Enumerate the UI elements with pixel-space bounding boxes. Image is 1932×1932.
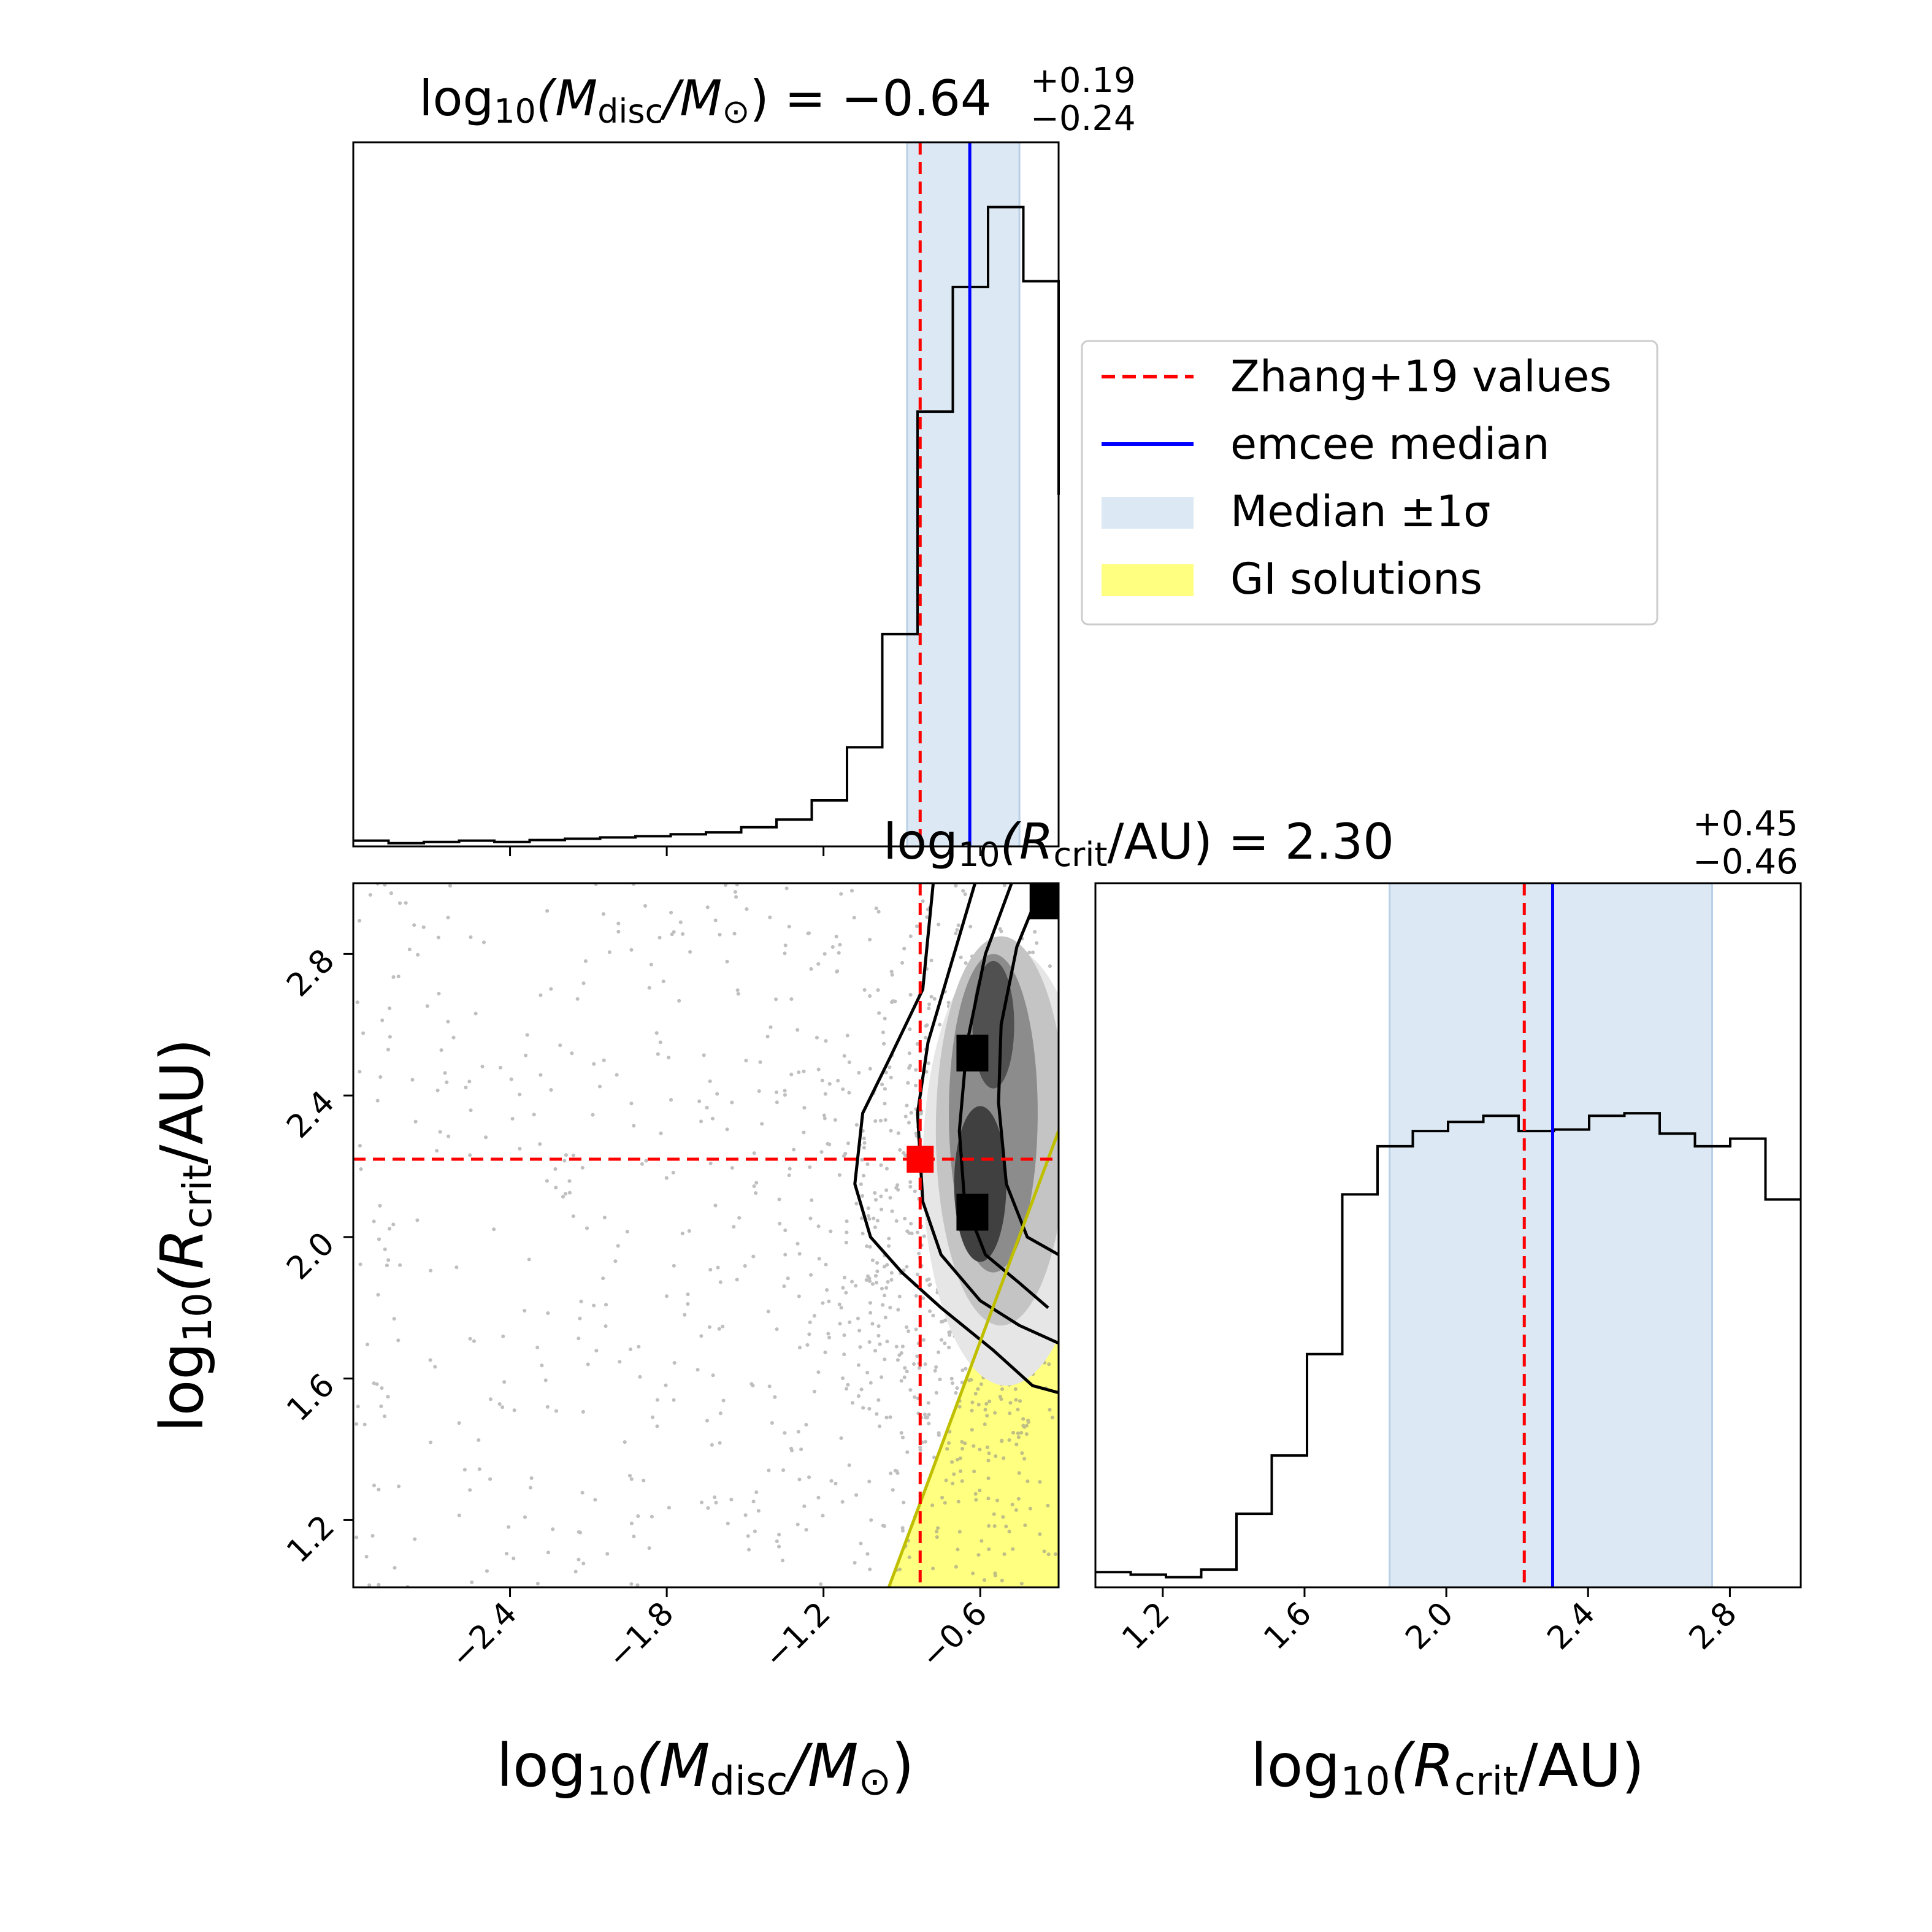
legend-label-reference: Zhang+19 values <box>1230 351 1612 402</box>
title-rcrit: log10(Rcrit/AU) = 2.30 <box>883 813 1394 874</box>
title-rcrit-upper-error: +0.45 <box>1693 804 1798 844</box>
title-mdisc: log10(Mdisc/M⊙) = −0.64 <box>419 70 992 131</box>
ylabel-rcrit: log10(Rcrit/AU) <box>148 1038 221 1432</box>
reference-point-marker <box>907 1145 934 1173</box>
legend-handle-gi <box>1102 564 1194 596</box>
median-band <box>906 141 1021 848</box>
density-peak <box>956 1034 989 1071</box>
legend-label-median: emcee median <box>1230 419 1550 469</box>
legend-label-gi: GI solutions <box>1230 554 1482 604</box>
axes-frame-mdisc <box>352 141 1060 848</box>
density-shading <box>922 883 1059 1386</box>
panel-2d-scatter: −2.4 −1.8 −1.2 −0.6 1.21.62.02.42.8 log10(M… <box>148 882 1060 1804</box>
title-rcrit-lower-error: −0.46 <box>1693 842 1798 882</box>
contour-line <box>957 883 1049 1309</box>
panel-mdisc-histogram: log10(Mdisc/M⊙) = −0.64 +0.19 −0.24 <box>352 61 1136 856</box>
panel-rcrit-histogram: 1.2 1.6 2.0 2.4 2.8 log10(Rcrit/AU) = 2.30 +… <box>883 804 1802 1804</box>
title-mdisc-lower-error: −0.24 <box>1030 99 1136 139</box>
legend-frame <box>1081 340 1658 626</box>
xlabel-mdisc: log10(Mdisc/M⊙) <box>496 1731 914 1804</box>
gi-boundary-line <box>887 1130 1059 1587</box>
median-band <box>1389 882 1714 1589</box>
contour-line <box>997 883 1059 1256</box>
title-mdisc-upper-error: +0.19 <box>1030 61 1136 101</box>
legend-handle-band <box>1102 497 1194 529</box>
axes-frame-2d <box>352 882 1060 1589</box>
histogram-mdisc <box>353 205 1060 845</box>
density-contours <box>853 883 1059 1395</box>
reference-lines-rcrit <box>1522 883 1554 1587</box>
contour-line <box>853 883 1059 1395</box>
median-band-rcrit <box>1389 882 1714 1589</box>
contour-line <box>916 883 1059 1345</box>
histogram-steps <box>353 205 1060 845</box>
legend: Zhang+19 values emcee median Median ±1σ … <box>1081 340 1658 626</box>
xlabel-rcrit: log10(Rcrit/AU) <box>1251 1731 1644 1804</box>
reference-lines-mdisc <box>918 142 972 846</box>
reference-crosshair <box>353 883 1059 1587</box>
histogram-steps <box>1095 1112 1801 1579</box>
gi-boundary <box>887 1130 1059 1587</box>
histogram-rcrit <box>1095 1112 1801 1579</box>
legend-label-band: Median ±1σ <box>1230 486 1490 537</box>
axes-frame-rcrit <box>1094 882 1802 1589</box>
xticks-mdisc-top <box>509 846 981 856</box>
median-band-mdisc <box>906 141 1021 848</box>
